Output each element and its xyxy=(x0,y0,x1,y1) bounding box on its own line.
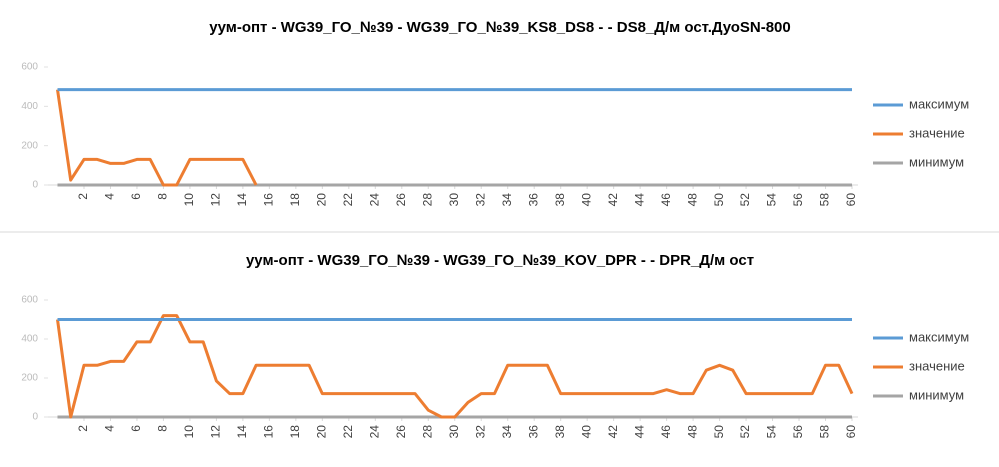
x-tick-label: 6 xyxy=(129,193,143,200)
x-tick-label: 16 xyxy=(262,193,276,207)
x-tick-label: 32 xyxy=(473,193,487,207)
x-tick-label: 16 xyxy=(262,425,276,439)
x-tick-label: 12 xyxy=(209,425,223,439)
x-tick-label: 8 xyxy=(156,425,170,432)
legend-label: минимум xyxy=(909,154,964,169)
chart-title: уум-опт - WG39_ГО_№39 - WG39_ГО_№39_KS8_… xyxy=(209,19,791,36)
x-tick-label: 2 xyxy=(76,193,90,200)
y-tick-label: 200 xyxy=(21,140,38,151)
legend-label: значение xyxy=(909,125,965,140)
x-tick-label: 38 xyxy=(553,425,567,439)
x-tick-label: 32 xyxy=(473,425,487,439)
x-tick-label: 54 xyxy=(765,425,779,439)
x-tick-label: 10 xyxy=(182,193,196,207)
x-tick-label: 12 xyxy=(209,193,223,207)
x-tick-label: 54 xyxy=(765,193,779,207)
y-tick-label: 0 xyxy=(32,180,38,191)
x-tick-label: 4 xyxy=(103,193,117,200)
x-tick-label: 24 xyxy=(367,193,381,207)
x-tick-label: 22 xyxy=(341,425,355,439)
legend-label: минимум xyxy=(909,387,964,402)
x-tick-label: 26 xyxy=(394,193,408,207)
x-tick-label: 48 xyxy=(685,193,699,207)
x-tick-label: 26 xyxy=(394,425,408,439)
series-line xyxy=(56,89,258,187)
x-tick-label: 4 xyxy=(103,425,117,432)
legend-label: максимум xyxy=(909,96,969,111)
y-tick-label: 600 xyxy=(21,295,38,306)
x-tick-label: 38 xyxy=(553,193,567,207)
x-tick-label: 44 xyxy=(632,425,646,439)
x-tick-label: 14 xyxy=(235,193,249,207)
x-tick-label: 30 xyxy=(447,425,461,439)
x-tick-label: 42 xyxy=(606,425,620,439)
x-tick-label: 52 xyxy=(738,193,752,207)
x-tick-label: 40 xyxy=(579,425,593,439)
x-tick-label: 46 xyxy=(659,193,673,207)
y-tick-label: 400 xyxy=(21,101,38,112)
x-tick-label: 18 xyxy=(288,425,302,439)
x-tick-label: 34 xyxy=(500,193,514,207)
x-tick-label: 10 xyxy=(182,425,196,439)
x-tick-label: 58 xyxy=(818,425,832,439)
x-tick-label: 58 xyxy=(818,193,832,207)
x-tick-label: 50 xyxy=(712,425,726,439)
x-tick-label: 28 xyxy=(420,193,434,207)
x-tick-label: 30 xyxy=(447,193,461,207)
y-tick-label: 200 xyxy=(21,373,38,384)
series-line xyxy=(56,314,854,419)
x-tick-label: 36 xyxy=(526,193,540,207)
chart-title: уум-опт - WG39_ГО_№39 - WG39_ГО_№39_KOV_… xyxy=(246,252,754,269)
x-tick-label: 18 xyxy=(288,193,302,207)
legend-label: максимум xyxy=(909,329,969,344)
x-tick-label: 60 xyxy=(844,425,858,439)
x-tick-label: 52 xyxy=(738,425,752,439)
y-tick-label: 400 xyxy=(21,334,38,345)
x-tick-label: 48 xyxy=(685,425,699,439)
x-tick-label: 34 xyxy=(500,425,514,439)
x-tick-label: 24 xyxy=(367,425,381,439)
legend-label: значение xyxy=(909,358,965,373)
x-tick-label: 46 xyxy=(659,425,673,439)
x-tick-label: 50 xyxy=(712,193,726,207)
x-tick-label: 8 xyxy=(156,193,170,200)
y-tick-label: 600 xyxy=(21,62,38,73)
x-tick-label: 42 xyxy=(606,193,620,207)
x-tick-label: 14 xyxy=(235,425,249,439)
x-tick-label: 2 xyxy=(76,425,90,432)
x-tick-label: 60 xyxy=(844,193,858,207)
x-tick-label: 20 xyxy=(315,193,329,207)
x-tick-label: 40 xyxy=(579,193,593,207)
x-tick-label: 6 xyxy=(129,425,143,432)
x-tick-label: 22 xyxy=(341,193,355,207)
x-tick-label: 28 xyxy=(420,425,434,439)
x-tick-label: 36 xyxy=(526,425,540,439)
x-tick-label: 56 xyxy=(791,193,805,207)
x-tick-label: 44 xyxy=(632,193,646,207)
y-tick-label: 0 xyxy=(32,412,38,423)
x-tick-label: 56 xyxy=(791,425,805,439)
x-tick-label: 20 xyxy=(315,425,329,439)
